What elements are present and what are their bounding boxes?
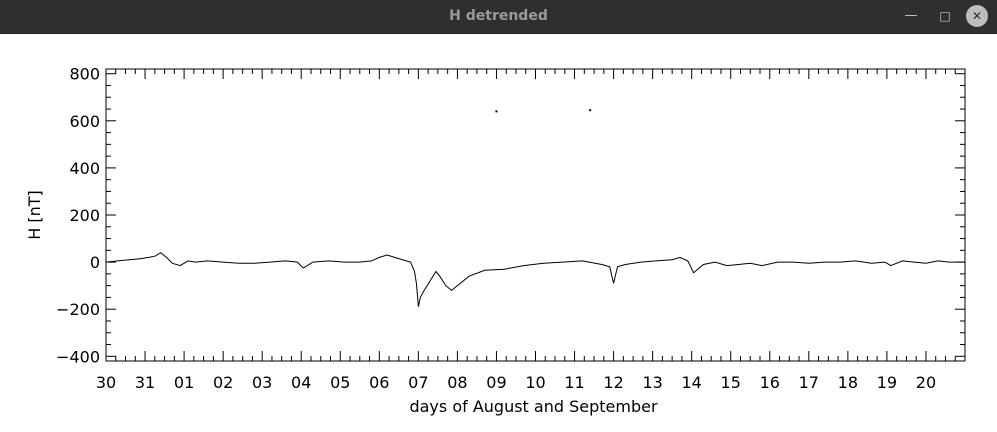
close-button[interactable]: ✕ [966, 5, 988, 27]
minimize-button[interactable]: — [904, 8, 918, 23]
y-tick-label: 0 [90, 253, 100, 272]
series-layer [105, 109, 965, 307]
x-tick-label: 07 [408, 373, 428, 392]
y-axis-title: H [nT] [25, 190, 44, 240]
x-tick-label: 02 [213, 373, 233, 392]
x-tick-label: 01 [174, 373, 194, 392]
y-tick-label: −400 [56, 347, 100, 366]
x-tick-label: 05 [330, 373, 350, 392]
x-tick-label: 19 [877, 373, 897, 392]
x-tick-label: 10 [525, 373, 545, 392]
y-tick-label: 600 [69, 112, 100, 131]
x-tick-label: 11 [564, 373, 584, 392]
x-tick-label: 04 [291, 373, 311, 392]
x-tick-label: 18 [838, 373, 858, 392]
axis-tick-labels: 800 600 400 200 0 −200 −400 30 31 01 02 03 04 05 06 07 0… [56, 65, 936, 392]
plot-canvas: 800 600 400 200 0 −200 −400 30 31 01 02 03 04 05 06 07 0… [0, 34, 997, 432]
maximize-button[interactable]: □ [939, 9, 951, 23]
x-tick-label: 20 [916, 373, 936, 392]
x-tick-label: 14 [682, 373, 702, 392]
y-tick-label: 800 [69, 65, 100, 84]
x-tick-label: 08 [447, 373, 467, 392]
isolated-data-point [589, 109, 592, 112]
h-detrended-series-line [105, 252, 965, 307]
x-tick-label: 15 [721, 373, 741, 392]
y-tick-label: 400 [69, 159, 100, 178]
y-tick-label: 200 [69, 206, 100, 225]
x-tick-label: 31 [135, 373, 155, 392]
y-tick-label: −200 [56, 300, 100, 319]
window-titlebar[interactable]: H detrended — □ ✕ [0, 0, 997, 34]
isolated-data-point [495, 110, 498, 113]
plot-frame [105, 68, 966, 362]
plot-border [105, 68, 966, 362]
x-tick-label: 17 [799, 373, 819, 392]
x-tick-label: 12 [603, 373, 623, 392]
h-detrended-chart: 800 600 400 200 0 −200 −400 30 31 01 02 03 04 05 06 07 0… [25, 65, 966, 416]
x-axis-title: days of August and September [409, 397, 657, 416]
x-tick-label: 09 [486, 373, 506, 392]
x-tick-label: 06 [369, 373, 389, 392]
x-tick-label: 16 [760, 373, 780, 392]
x-tick-label: 13 [642, 373, 662, 392]
x-tick-label: 03 [252, 373, 272, 392]
axis-ticks [105, 69, 965, 361]
window-title: H detrended [449, 8, 548, 24]
x-tick-label: 30 [96, 373, 116, 392]
